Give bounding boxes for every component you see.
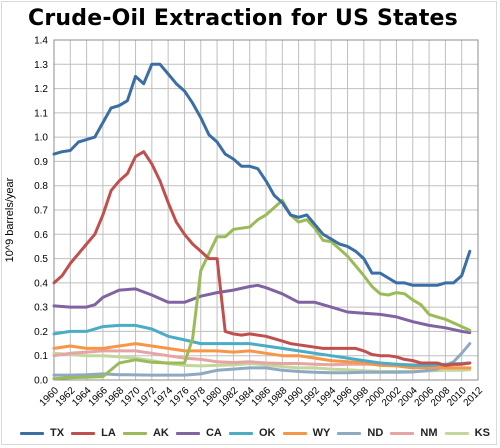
y-tick-label: 1.2 [34,84,48,95]
y-tick-label: 0.8 [34,181,48,192]
chart-gridlines [53,39,479,381]
legend-item-ks: KS [444,427,490,439]
y-tick-label: 1.3 [34,60,48,71]
series-line-ok [52,323,472,367]
y-tick-label: 0.5 [34,254,48,265]
y-axis-ticks: 0.0 0.1 0.2 0.3 0.4 0.5 0.6 0.7 0.8 0.9 1.0 1.1 1.2 1… [34,36,48,387]
y-tick-label: 0.6 [34,230,48,241]
legend-label: AK [152,427,169,439]
legend-item-ok: OK [228,427,276,439]
legend-item-la: LA [71,427,116,439]
legend-label: NM [420,427,438,439]
series-line-la [52,150,472,367]
legend-item-ca: CA [175,427,222,439]
plot-area [53,39,479,381]
plot-border [53,39,479,381]
y-tick-label: 0.3 [34,303,48,314]
legend-label: TX [50,427,65,439]
y-tick-label: 0.0 [34,376,48,387]
legend-swatch [228,431,253,435]
series-line-wy [52,342,472,370]
legend-label: LA [101,427,116,439]
series-line-ca [52,283,472,335]
y-tick-label: 0.4 [34,278,48,289]
legend-swatch [71,431,96,435]
x-tick-label: 2012 [462,385,486,409]
series-layer [52,62,472,381]
legend-swatch [20,431,44,435]
legend-item-tx: TX [20,427,64,439]
y-tick-label: 0.1 [34,351,48,362]
legend-label: OK [258,427,276,439]
legend-item-ak: AK [122,427,169,439]
legend-swatch [122,431,147,435]
y-tick-label: 1.1 [34,108,48,119]
legend-label: WY [312,427,331,439]
legend-label: CA [205,427,222,439]
legend-label: KS [474,427,490,439]
y-tick-label: 0.9 [34,157,48,168]
legend-swatch [444,431,469,435]
legend-item-nd: ND [337,427,383,439]
y-tick-label: 1.4 [34,36,48,47]
chart-legend: TX LA AK CA OK WY ND NM KS [20,424,490,442]
legend-swatch [337,431,362,435]
legend-item-nm: NM [390,427,438,439]
legend-swatch [390,431,415,435]
legend-item-wy: WY [282,427,331,439]
legend-swatch [282,431,307,435]
chart-title: Crude-Oil Extraction for US States [28,6,458,31]
legend-swatch [175,431,200,435]
series-line-tx [52,62,472,287]
series-line-ak [52,198,472,381]
y-tick-label: 1.0 [34,133,48,144]
y-tick-label: 0.2 [34,327,48,338]
legend-label: ND [367,427,384,439]
series-line-nd [52,342,472,377]
y-tick-label: 0.7 [34,206,48,217]
x-axis-ticks: 1960196219641966196819701972197419761978… [38,385,486,409]
